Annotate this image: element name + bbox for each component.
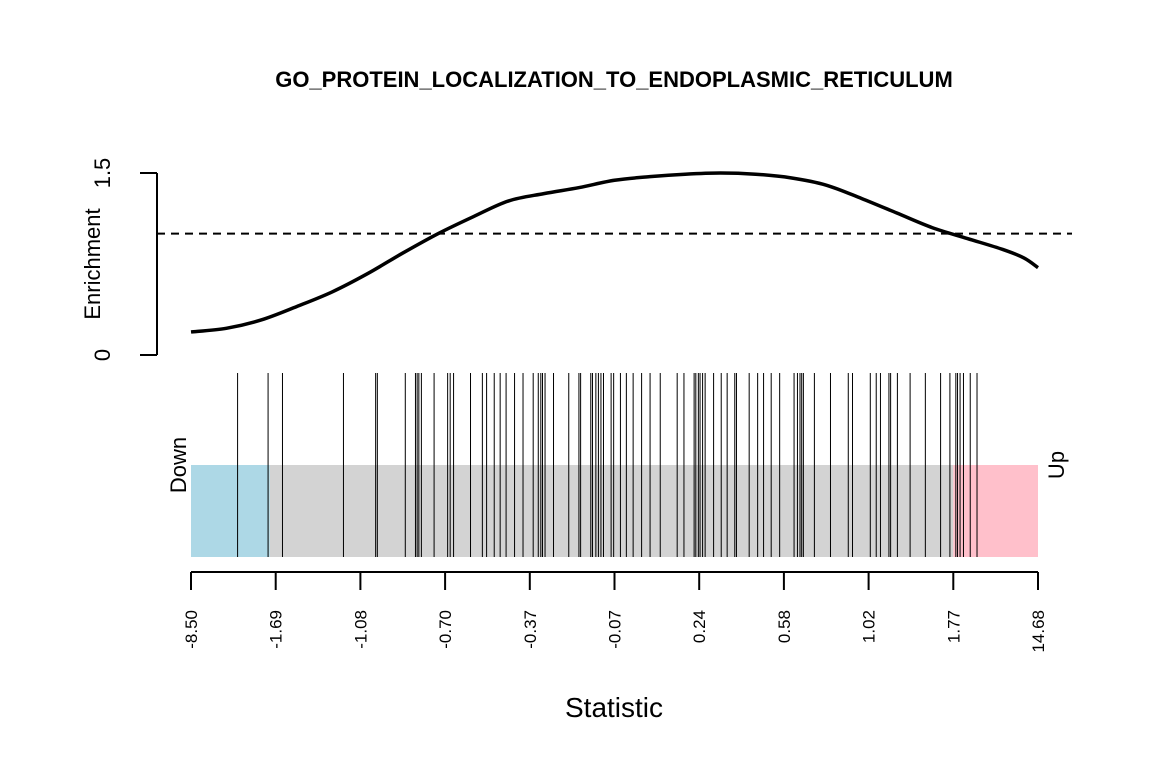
- up-region: [953, 465, 1038, 557]
- x-tick-label: -1.69: [267, 610, 286, 649]
- x-axis: -8.50 -1.69 -1.08 -0.70 -0.37 -0.07 0.24 0.58 1.…: [182, 571, 1048, 653]
- x-tick-label: -0.37: [521, 610, 540, 649]
- x-tick-label: -0.07: [606, 610, 625, 649]
- x-tick-label: -8.50: [182, 610, 201, 649]
- x-tick-label: -0.70: [436, 610, 455, 649]
- x-axis-label: Statistic: [565, 692, 663, 723]
- x-tick-label: 0.58: [775, 610, 794, 643]
- x-tick-label: 14.68: [1029, 610, 1048, 653]
- x-tick-label: 1.02: [860, 610, 879, 643]
- y-axis-label: Enrichment: [80, 208, 105, 319]
- y-axis: 0 1.5 Enrichment: [80, 158, 158, 361]
- down-region: [191, 465, 270, 557]
- y-tick-label-1: 1.5: [90, 158, 115, 189]
- x-tick-label: -1.08: [351, 610, 370, 649]
- x-tick-label: 0.24: [690, 610, 709, 643]
- up-label: Up: [1044, 451, 1069, 479]
- barcode-bars: [237, 373, 978, 557]
- x-tick-label: 1.77: [944, 610, 963, 643]
- down-label: Down: [166, 437, 191, 493]
- chart-title: GO_PROTEIN_LOCALIZATION_TO_ENDOPLASMIC_R…: [275, 67, 953, 92]
- barcode-background: [191, 465, 1038, 557]
- enrichment-curve: [190, 171, 1040, 334]
- y-tick-label-0: 0: [90, 349, 115, 361]
